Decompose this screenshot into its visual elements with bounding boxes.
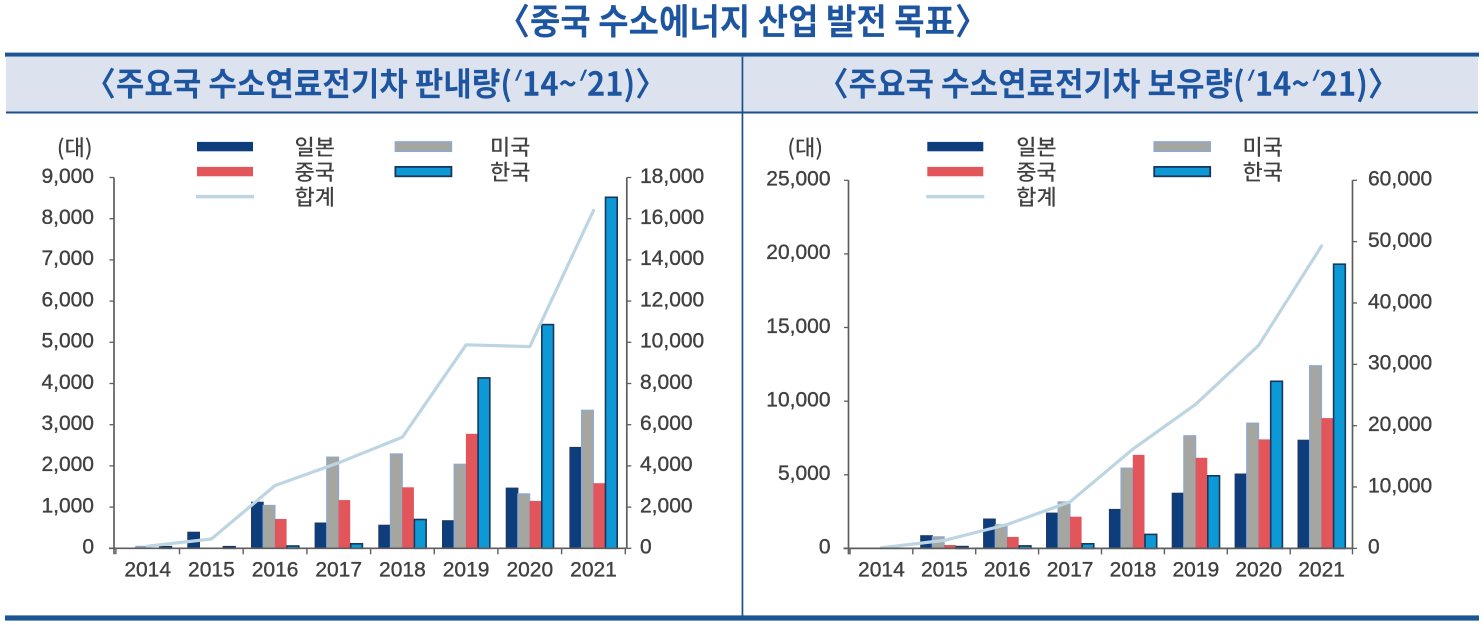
svg-text:25,000: 25,000 [766, 168, 830, 191]
svg-text:16,000: 16,000 [640, 206, 704, 229]
svg-text:9,000: 9,000 [41, 165, 94, 188]
svg-text:3,000: 3,000 [41, 412, 94, 435]
svg-text:2017: 2017 [1047, 559, 1094, 582]
svg-text:2017: 2017 [315, 559, 362, 582]
svg-text:15,000: 15,000 [766, 315, 830, 338]
svg-text:30,000: 30,000 [1368, 352, 1432, 375]
svg-text:2019: 2019 [1172, 559, 1219, 582]
svg-text:2014: 2014 [124, 559, 171, 582]
svg-text:2020: 2020 [1235, 559, 1282, 582]
svg-text:8,000: 8,000 [640, 371, 693, 394]
svg-text:6,000: 6,000 [640, 412, 693, 435]
svg-text:40,000: 40,000 [1368, 290, 1432, 313]
svg-text:4,000: 4,000 [41, 371, 94, 394]
svg-text:2014: 2014 [858, 559, 905, 582]
svg-text:5,000: 5,000 [41, 330, 94, 353]
svg-text:2016: 2016 [984, 559, 1031, 582]
svg-text:0: 0 [819, 536, 831, 559]
svg-text:0: 0 [640, 536, 652, 559]
svg-text:2015: 2015 [188, 559, 235, 582]
svg-text:10,000: 10,000 [1368, 474, 1432, 497]
svg-text:60,000: 60,000 [1368, 168, 1432, 191]
svg-text:7,000: 7,000 [41, 247, 94, 270]
svg-text:2018: 2018 [379, 559, 426, 582]
svg-text:20,000: 20,000 [766, 241, 830, 264]
svg-text:20,000: 20,000 [1368, 413, 1432, 436]
svg-text:2021: 2021 [1298, 559, 1345, 582]
svg-text:10,000: 10,000 [640, 330, 704, 353]
svg-text:2019: 2019 [443, 559, 490, 582]
svg-text:5,000: 5,000 [778, 462, 831, 485]
svg-text:6,000: 6,000 [41, 288, 94, 311]
svg-text:0: 0 [1368, 536, 1380, 559]
svg-text:2,000: 2,000 [640, 494, 693, 517]
svg-text:14,000: 14,000 [640, 247, 704, 270]
svg-text:0: 0 [82, 536, 94, 559]
svg-text:10,000: 10,000 [766, 389, 830, 412]
svg-text:18,000: 18,000 [640, 165, 704, 188]
svg-text:4,000: 4,000 [640, 453, 693, 476]
svg-text:2018: 2018 [1110, 559, 1157, 582]
svg-text:1,000: 1,000 [41, 494, 94, 517]
svg-text:50,000: 50,000 [1368, 229, 1432, 252]
svg-text:2016: 2016 [252, 559, 299, 582]
svg-text:8,000: 8,000 [41, 206, 94, 229]
svg-text:2020: 2020 [506, 559, 553, 582]
svg-text:2021: 2021 [570, 559, 617, 582]
svg-text:2015: 2015 [921, 559, 968, 582]
svg-text:12,000: 12,000 [640, 288, 704, 311]
svg-text:2,000: 2,000 [41, 453, 94, 476]
